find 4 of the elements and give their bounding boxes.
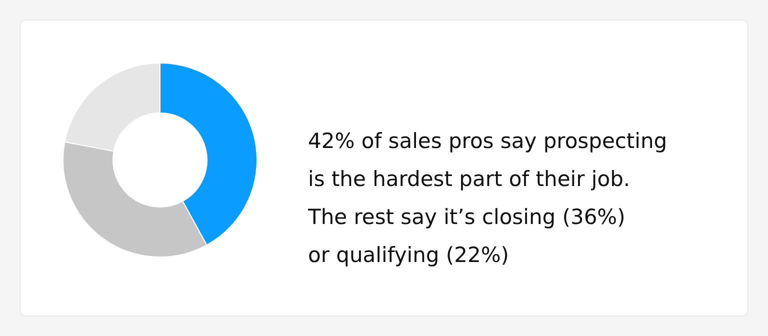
text: or qualifying (22%): [308, 243, 509, 267]
text: The rest say it’s closing (36%): [307, 205, 626, 229]
text: is the hardest part of their job.: [308, 167, 630, 191]
text: 42% of sales pros say prospecting: [308, 129, 668, 153]
